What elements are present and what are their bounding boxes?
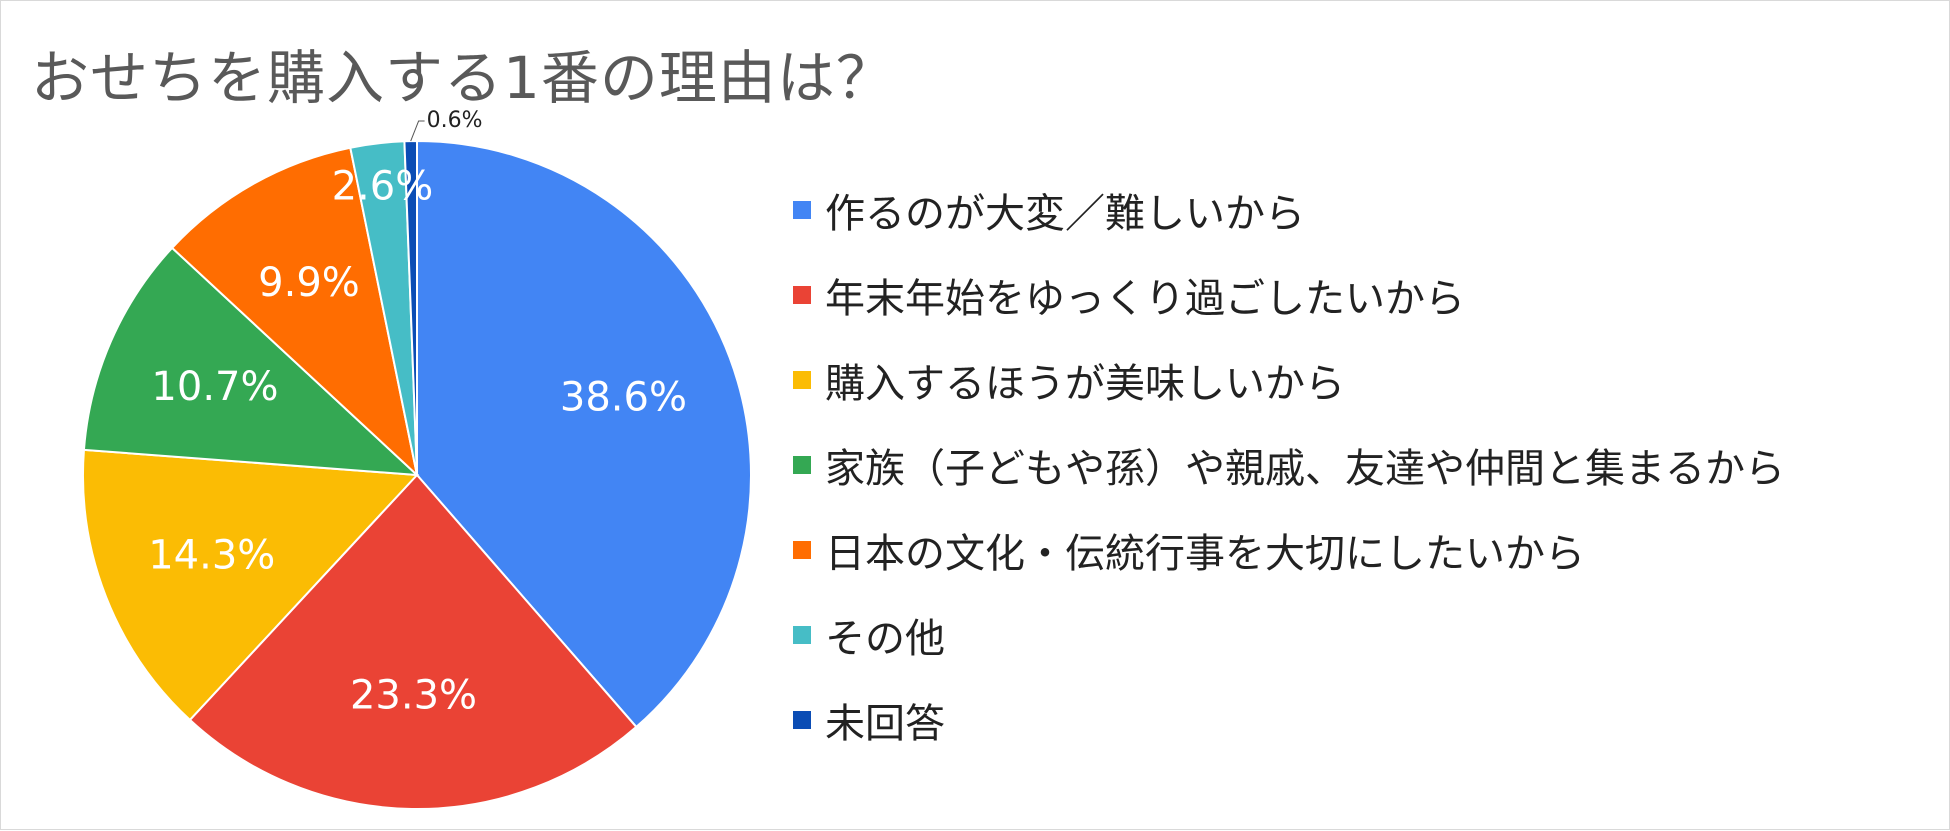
legend-label: 購入するほうが美味しいから <box>825 360 1345 407</box>
slice-label: 0.6% <box>427 108 483 133</box>
legend-swatch <box>793 285 811 304</box>
legend-label: その他 <box>825 615 945 662</box>
slice-label: 38.6% <box>560 375 687 421</box>
slice-label: 23.3% <box>350 672 477 718</box>
legend-item: 家族（子どもや孫）や親戚、友達や仲間と集まるから <box>793 422 1785 507</box>
legend-swatch <box>793 540 811 559</box>
pie-slice <box>416 139 752 729</box>
slice-leader-line <box>410 120 425 142</box>
pie-slice <box>82 246 420 477</box>
pie-slice <box>82 448 420 722</box>
legend-label: 年末年始をゆっくり過ごしたいから <box>825 275 1465 322</box>
legend-label: 家族（子どもや孫）や親戚、友達や仲間と集まるから <box>825 445 1785 492</box>
legend-swatch <box>793 710 811 729</box>
pie-slice <box>188 473 638 810</box>
chart-legend: 作るのが大変／難しいから 年末年始をゆっくり過ごしたいから 購入するほうが美味し… <box>793 167 1785 762</box>
chart-title: おせちを購入する1番の理由は？ <box>31 44 895 112</box>
legend-item: その他 <box>793 592 1785 677</box>
legend-swatch <box>793 200 811 219</box>
legend-item: 年末年始をゆっくり過ごしたいから <box>793 252 1785 337</box>
legend-item: 日本の文化・伝統行事を大切にしたいから <box>793 507 1785 592</box>
legend-item: 購入するほうが美味しいから <box>793 337 1785 422</box>
legend-swatch <box>793 625 811 644</box>
legend-label: 未回答 <box>825 700 945 747</box>
legend-swatch <box>793 455 811 474</box>
legend-item: 未回答 <box>793 677 1785 762</box>
slice-label: 2.6% <box>332 163 434 209</box>
pie-slice <box>170 146 419 478</box>
legend-item: 作るのが大変／難しいから <box>793 167 1785 252</box>
legend-swatch <box>793 370 811 389</box>
legend-label: 日本の文化・伝統行事を大切にしたいから <box>825 530 1585 577</box>
legend-label: 作るのが大変／難しいから <box>825 190 1305 237</box>
slice-label: 10.7% <box>151 364 278 410</box>
slice-label: 9.9% <box>258 260 360 306</box>
slice-label: 14.3% <box>148 533 275 579</box>
